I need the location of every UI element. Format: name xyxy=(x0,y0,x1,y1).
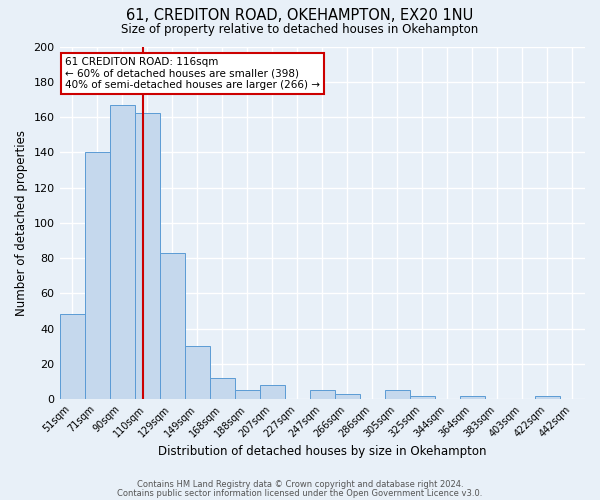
Bar xyxy=(460,396,485,399)
Bar xyxy=(385,390,410,399)
Text: Contains HM Land Registry data © Crown copyright and database right 2024.: Contains HM Land Registry data © Crown c… xyxy=(137,480,463,489)
Bar xyxy=(160,253,185,399)
Text: Size of property relative to detached houses in Okehampton: Size of property relative to detached ho… xyxy=(121,22,479,36)
Bar xyxy=(260,385,285,399)
Y-axis label: Number of detached properties: Number of detached properties xyxy=(15,130,28,316)
Bar xyxy=(209,378,235,399)
Bar xyxy=(410,396,435,399)
Bar xyxy=(110,104,134,399)
Bar xyxy=(310,390,335,399)
Bar xyxy=(185,346,209,399)
Bar xyxy=(335,394,360,399)
Bar xyxy=(85,152,110,399)
Text: 61 CREDITON ROAD: 116sqm
← 60% of detached houses are smaller (398)
40% of semi-: 61 CREDITON ROAD: 116sqm ← 60% of detach… xyxy=(65,57,320,90)
Text: Contains public sector information licensed under the Open Government Licence v3: Contains public sector information licen… xyxy=(118,489,482,498)
Bar xyxy=(235,390,260,399)
Bar xyxy=(134,114,160,399)
Bar xyxy=(59,314,85,399)
Bar xyxy=(535,396,560,399)
X-axis label: Distribution of detached houses by size in Okehampton: Distribution of detached houses by size … xyxy=(158,444,487,458)
Text: 61, CREDITON ROAD, OKEHAMPTON, EX20 1NU: 61, CREDITON ROAD, OKEHAMPTON, EX20 1NU xyxy=(127,8,473,22)
